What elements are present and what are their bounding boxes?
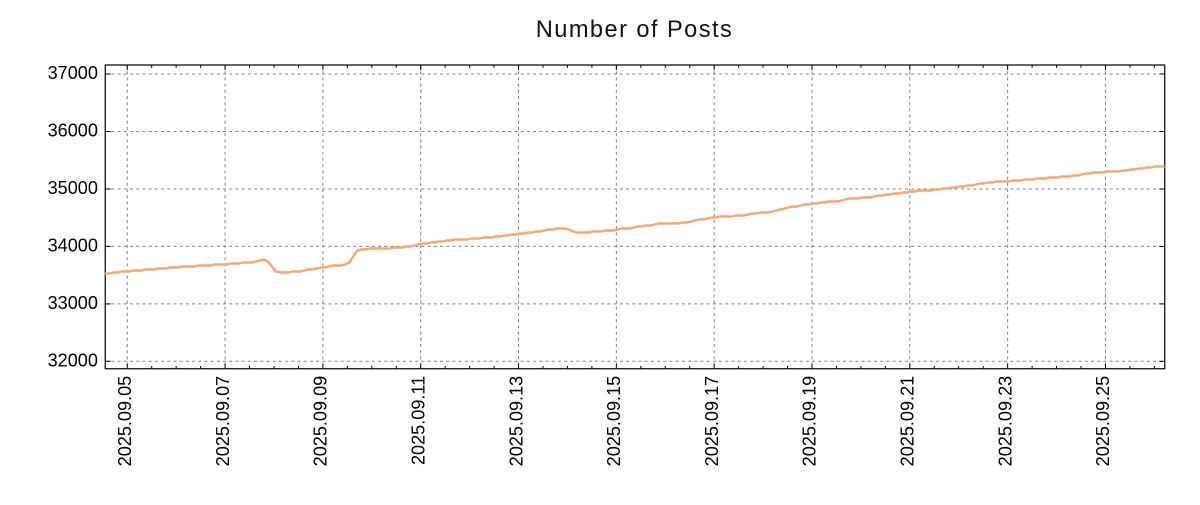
svg-text:34000: 34000 — [48, 236, 98, 256]
svg-text:33000: 33000 — [48, 293, 98, 313]
svg-text:2025.09.07: 2025.09.07 — [213, 376, 233, 467]
svg-text:2025.09.05: 2025.09.05 — [115, 376, 135, 467]
svg-text:36000: 36000 — [48, 121, 98, 141]
svg-text:2025.09.25: 2025.09.25 — [1093, 376, 1113, 467]
svg-text:2025.09.19: 2025.09.19 — [800, 376, 820, 467]
svg-text:2025.09.23: 2025.09.23 — [995, 376, 1015, 467]
svg-text:37000: 37000 — [48, 63, 98, 83]
svg-text:2025.09.15: 2025.09.15 — [604, 376, 624, 467]
svg-text:2025.09.09: 2025.09.09 — [311, 376, 331, 467]
svg-text:32000: 32000 — [48, 350, 98, 370]
svg-text:2025.09.17: 2025.09.17 — [702, 376, 722, 467]
svg-text:2025.09.21: 2025.09.21 — [898, 376, 918, 467]
svg-text:2025.09.13: 2025.09.13 — [506, 376, 526, 467]
svg-text:35000: 35000 — [48, 178, 98, 198]
svg-text:2025.09.11: 2025.09.11 — [408, 376, 428, 465]
svg-text:Number of Posts: Number of Posts — [536, 17, 733, 43]
